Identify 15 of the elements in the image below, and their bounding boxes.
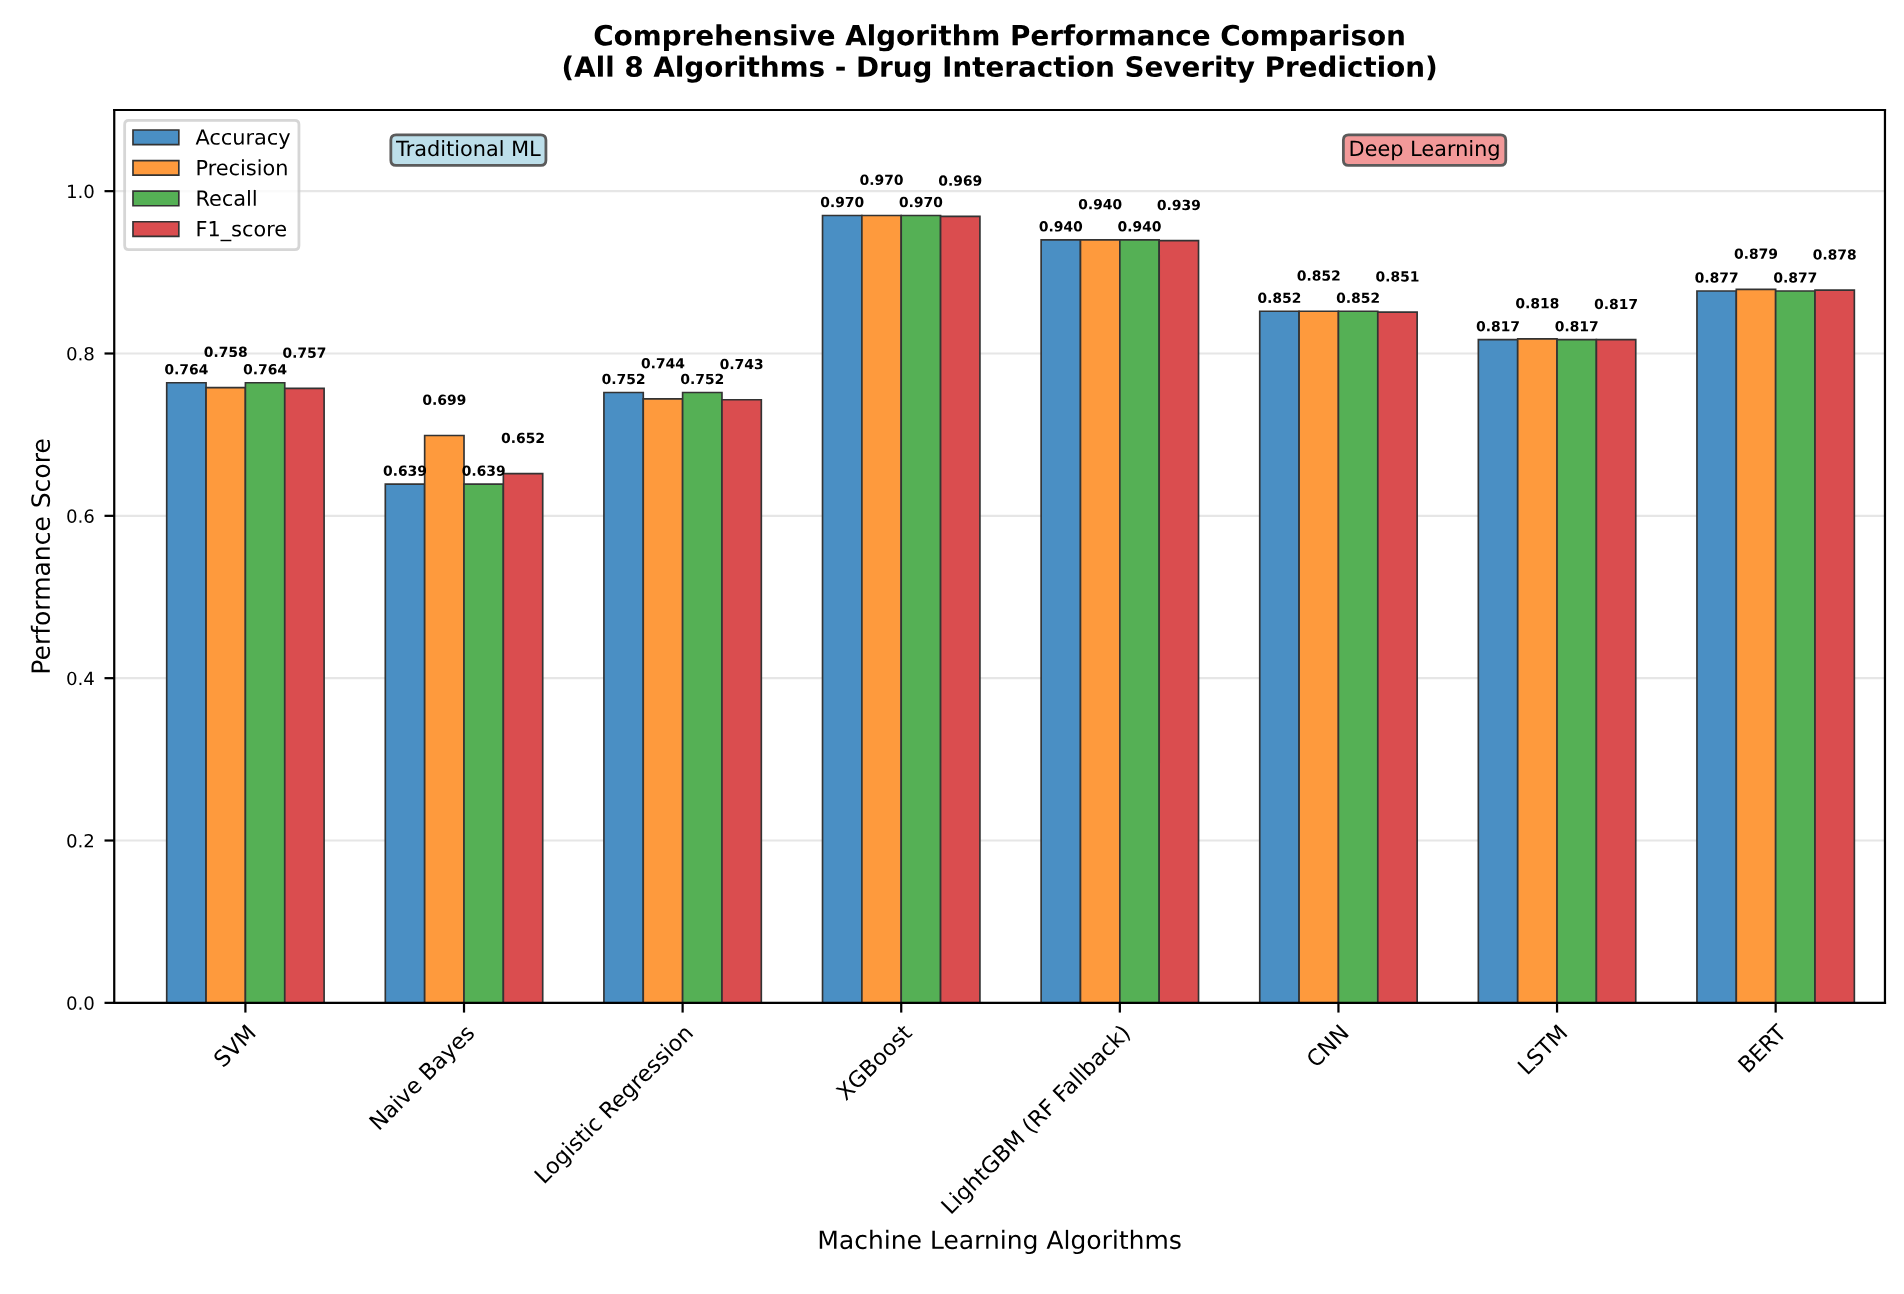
y-axis-title: Performance Score bbox=[30, 439, 51, 673]
x-axis-title: Machine Learning Algorithms bbox=[819, 1229, 1181, 1255]
annotation: Deep Learning bbox=[1350, 140, 1499, 161]
annotation: Traditional ML bbox=[395, 140, 541, 157]
legend-label: Precision bbox=[197, 159, 287, 176]
chart-title: Comprehensive Algorithm Performance Comparison (All 8 Algorithms - Drug Interaction Severity Prediction) bbox=[563, 24, 1436, 83]
legend-label: Recall bbox=[197, 189, 256, 207]
y-tick-label: 0.0 bbox=[67, 996, 94, 1010]
y-tick-label: 1.0 bbox=[68, 184, 94, 199]
y-tick-label: 0.8 bbox=[67, 346, 94, 361]
legend-label: F1_score bbox=[197, 221, 286, 242]
y-tick-label: 0.6 bbox=[67, 509, 94, 523]
y-tick-label: 0.2 bbox=[67, 833, 93, 848]
legend-label: Accuracy bbox=[195, 129, 290, 149]
y-tick-label: 0.4 bbox=[67, 671, 94, 686]
